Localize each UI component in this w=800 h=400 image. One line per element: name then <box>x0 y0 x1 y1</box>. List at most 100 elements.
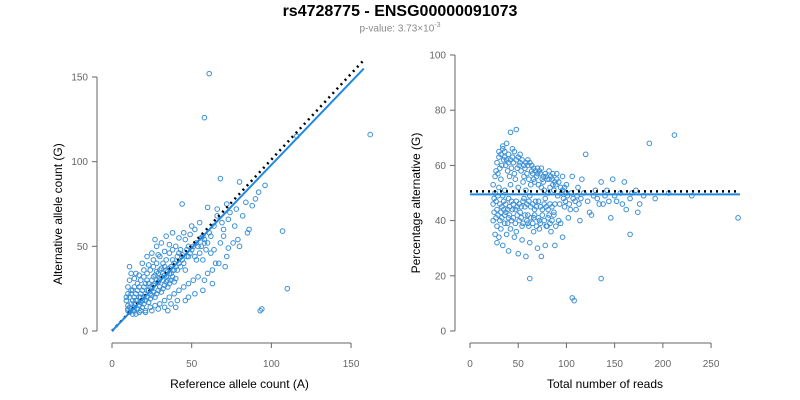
data-point <box>142 307 149 314</box>
data-point <box>494 159 500 166</box>
data-point <box>546 168 552 174</box>
data-point <box>169 246 176 253</box>
data-point <box>519 157 525 163</box>
data-point <box>196 250 203 256</box>
scatter-plot-percentage-alternative: 0 50 100 150 200 250 Total number of reads 0 20 4… <box>409 51 741 391</box>
data-point <box>206 70 213 77</box>
data-point <box>231 223 238 229</box>
data-point <box>123 294 130 300</box>
data-point <box>510 201 517 207</box>
data-point <box>211 246 217 253</box>
data-point <box>529 220 536 227</box>
data-point <box>225 216 232 223</box>
data-point <box>509 154 516 160</box>
x-tick-label: 200 <box>655 359 672 370</box>
data-point <box>569 173 576 180</box>
data-point <box>227 209 233 216</box>
data-point <box>163 257 169 263</box>
x-tick-label: 50 <box>513 359 525 370</box>
data-point <box>527 215 534 221</box>
x-axis: 0 50 100 150 <box>109 342 360 370</box>
data-point <box>179 201 185 207</box>
data-point <box>204 240 211 246</box>
data-point <box>144 270 150 277</box>
data-point <box>525 212 531 218</box>
data-point <box>520 220 526 227</box>
x-tick-label: 250 <box>703 359 720 370</box>
data-point <box>507 129 514 136</box>
data-point <box>502 162 509 169</box>
data-point <box>511 170 518 177</box>
data-point <box>505 195 512 202</box>
data-point <box>201 236 208 243</box>
data-point <box>522 212 528 218</box>
data-point <box>542 170 549 177</box>
data-point <box>513 228 520 235</box>
data-point <box>499 242 506 249</box>
data-point <box>255 189 262 195</box>
data-point <box>204 204 211 211</box>
data-point <box>149 250 155 256</box>
data-point <box>526 198 532 205</box>
data-point <box>507 226 514 232</box>
data-point <box>551 212 557 218</box>
data-point <box>249 202 256 209</box>
data-point <box>588 212 595 218</box>
data-point <box>490 181 496 188</box>
data-point <box>257 307 264 314</box>
data-point <box>519 223 525 229</box>
y-axis-label: Alternative allele count (G) <box>51 143 65 284</box>
data-point <box>606 198 612 205</box>
data-point <box>735 215 741 221</box>
data-point <box>506 204 513 210</box>
data-point <box>236 243 243 250</box>
data-point <box>515 154 522 160</box>
data-point <box>493 198 499 205</box>
data-point <box>133 297 139 304</box>
data-point <box>495 212 501 218</box>
data-point <box>623 206 630 213</box>
data-point <box>526 239 533 246</box>
data-point <box>153 243 160 250</box>
y-tick-label: 0 <box>440 327 446 338</box>
data-point <box>145 262 152 268</box>
data-point <box>539 212 546 218</box>
data-point <box>561 204 568 210</box>
data-point <box>582 151 589 158</box>
data-point <box>502 201 509 207</box>
data-point <box>172 275 179 282</box>
data-point <box>172 243 179 250</box>
data-point <box>498 151 504 158</box>
data-point <box>513 126 520 133</box>
x-axis-label: Total number of reads <box>547 377 663 391</box>
data-point <box>166 294 173 300</box>
data-point <box>157 301 163 307</box>
data-point <box>200 287 206 294</box>
data-point <box>177 263 184 270</box>
data-point <box>235 236 241 243</box>
data-point <box>542 195 549 202</box>
scatter-plot-allele-counts: 0 50 100 150 Reference allele count (A) 0 50 10… <box>51 59 373 391</box>
data-point <box>579 176 585 182</box>
data-point <box>169 229 176 236</box>
data-point <box>284 285 291 292</box>
data-point <box>520 198 526 205</box>
data-point <box>499 162 505 169</box>
data-point <box>161 248 168 255</box>
data-point <box>634 209 641 216</box>
data-point <box>511 148 518 155</box>
data-point <box>128 270 134 277</box>
data-point <box>542 242 549 249</box>
data-point <box>141 274 147 280</box>
data-point <box>219 219 225 226</box>
data-point <box>142 309 149 316</box>
data-point <box>161 297 168 304</box>
data-point <box>171 290 177 297</box>
data-point <box>182 297 189 304</box>
data-point <box>230 240 236 246</box>
data-point <box>596 201 603 207</box>
x-tick-label: 0 <box>467 359 473 370</box>
data-point <box>195 274 201 280</box>
data-point <box>521 195 527 202</box>
data-point <box>490 201 496 207</box>
